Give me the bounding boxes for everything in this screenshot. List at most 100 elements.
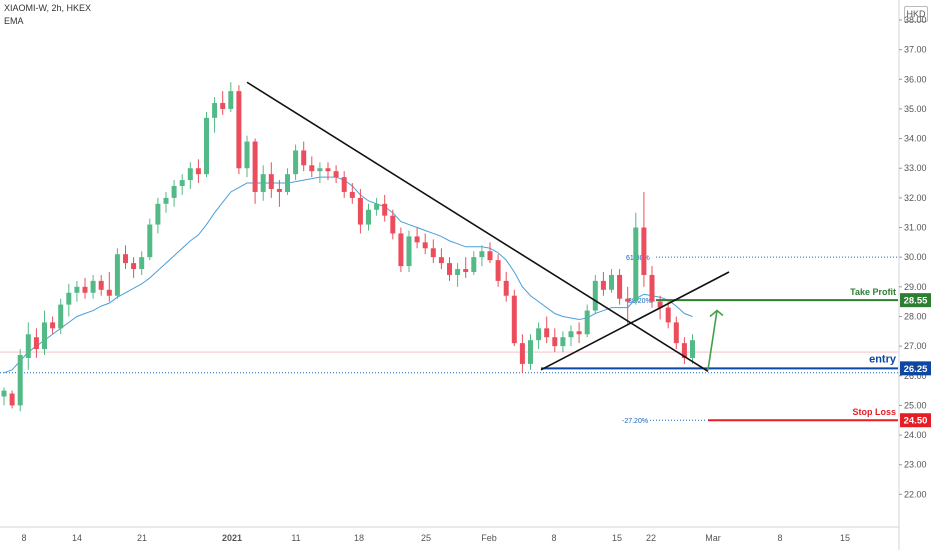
- time-tick-label: 8: [777, 533, 782, 543]
- candle-body: [244, 141, 250, 169]
- candle-body: [430, 248, 436, 258]
- candle-body: [552, 337, 558, 347]
- price-tick-label: 37.00: [904, 45, 927, 55]
- price-tick-label: 33.00: [904, 163, 927, 173]
- time-tick-label: 8: [551, 533, 556, 543]
- candle-body: [609, 274, 614, 290]
- candle-body: [633, 227, 639, 302]
- candle-body: [560, 337, 566, 347]
- fib-382-label: 38.20%: [628, 298, 652, 305]
- candle-body: [98, 280, 104, 290]
- time-tick-label: 14: [72, 533, 82, 543]
- candle-body: [9, 393, 15, 406]
- candle-body: [106, 289, 112, 296]
- time-axis: 8 14 21 2021 11 18 25 Feb 8 15 22 Mar 8 15: [0, 526, 899, 543]
- candle-body: [422, 242, 428, 249]
- price-tick-label: 32.00: [904, 193, 927, 203]
- price-tick-label: 28.00: [904, 311, 927, 321]
- price-tick-label: 23.00: [904, 460, 927, 470]
- candle-body: [357, 197, 363, 225]
- candle-body: [163, 197, 169, 204]
- candle-body: [58, 304, 64, 329]
- candle-body: [471, 257, 477, 272]
- candle-body: [665, 307, 671, 323]
- candle-body: [155, 203, 161, 225]
- candle-body: [139, 257, 145, 270]
- candle-body: [268, 174, 274, 189]
- time-tick-label: 8: [21, 533, 26, 543]
- candle-body: [82, 286, 88, 293]
- price-tick-label: 27.00: [904, 341, 927, 351]
- entry-label: entry: [869, 353, 897, 365]
- candle-body: [503, 280, 509, 296]
- time-tick-label: 18: [354, 533, 364, 543]
- candle-body: [33, 337, 39, 350]
- candle-body: [681, 343, 687, 358]
- candle-body: [519, 343, 525, 364]
- price-tick-label: 24.00: [904, 430, 927, 440]
- candle-body: [66, 292, 72, 305]
- candle-body: [25, 334, 31, 358]
- candle-body: [382, 203, 388, 216]
- candle-body: [673, 322, 679, 344]
- price-tick-label: 31.00: [904, 223, 927, 233]
- candle-body: [42, 322, 47, 350]
- candle-body: [592, 280, 598, 311]
- candle-body: [276, 188, 282, 192]
- candle-body: [374, 203, 380, 210]
- candle-body: [179, 180, 185, 187]
- projection-arrow-shaft: [707, 310, 718, 370]
- candle-body: [317, 168, 323, 172]
- price-tick-label: 29.00: [904, 282, 927, 292]
- entry-badge-text: 26.25: [904, 364, 928, 375]
- candle-body: [228, 91, 234, 109]
- candle-body: [479, 251, 485, 258]
- candle-body: [600, 280, 606, 290]
- time-tick-label: Mar: [705, 533, 721, 543]
- candle-body: [641, 227, 647, 275]
- candles-layer: [1, 82, 695, 412]
- candle-body: [325, 168, 331, 172]
- candle-body: [625, 298, 631, 302]
- candle-body: [90, 280, 96, 293]
- candle-body: [236, 91, 242, 169]
- candle-body: [495, 260, 501, 281]
- trend-drawings: Take Profit entry Stop Loss: [246, 81, 898, 422]
- indicator-label[interactable]: EMA: [4, 16, 24, 26]
- stop-loss-badge-text: 24.50: [904, 416, 928, 427]
- price-tick-label: 22.00: [904, 489, 927, 499]
- downtrend-line: [246, 81, 709, 372]
- candle-body: [349, 191, 355, 198]
- candle-body: [50, 322, 56, 329]
- currency-button[interactable]: HKD: [904, 6, 928, 22]
- candle-body: [568, 331, 574, 338]
- candle-body: [406, 236, 412, 267]
- price-tick-label: 25.00: [904, 400, 927, 410]
- time-tick-label: Feb: [481, 533, 497, 543]
- candle-body: [252, 141, 258, 192]
- time-tick-label: 25: [421, 533, 431, 543]
- candle-body: [544, 328, 550, 338]
- price-tick-label: 34.00: [904, 134, 927, 144]
- take-profit-label: Take Profit: [850, 287, 896, 297]
- candle-body: [617, 274, 623, 299]
- candle-body: [528, 340, 533, 364]
- candle-body: [293, 150, 299, 175]
- take-profit-badge-text: 28.55: [904, 296, 928, 307]
- candle-body: [333, 171, 339, 178]
- uptrend-line: [540, 271, 730, 371]
- time-tick-label: 15: [612, 533, 622, 543]
- price-tick-label: 38.00: [904, 15, 927, 25]
- candle-body: [657, 301, 663, 308]
- candle-body: [455, 269, 461, 275]
- candle-body: [463, 269, 469, 272]
- candle-body: [17, 355, 23, 406]
- candle-body: [536, 328, 542, 341]
- candle-body: [220, 103, 226, 109]
- candle-body: [511, 295, 517, 344]
- stop-loss-label: Stop Loss: [852, 407, 896, 417]
- candle-body: [204, 117, 209, 175]
- candle-body: [171, 186, 177, 198]
- candle-body: [366, 209, 371, 225]
